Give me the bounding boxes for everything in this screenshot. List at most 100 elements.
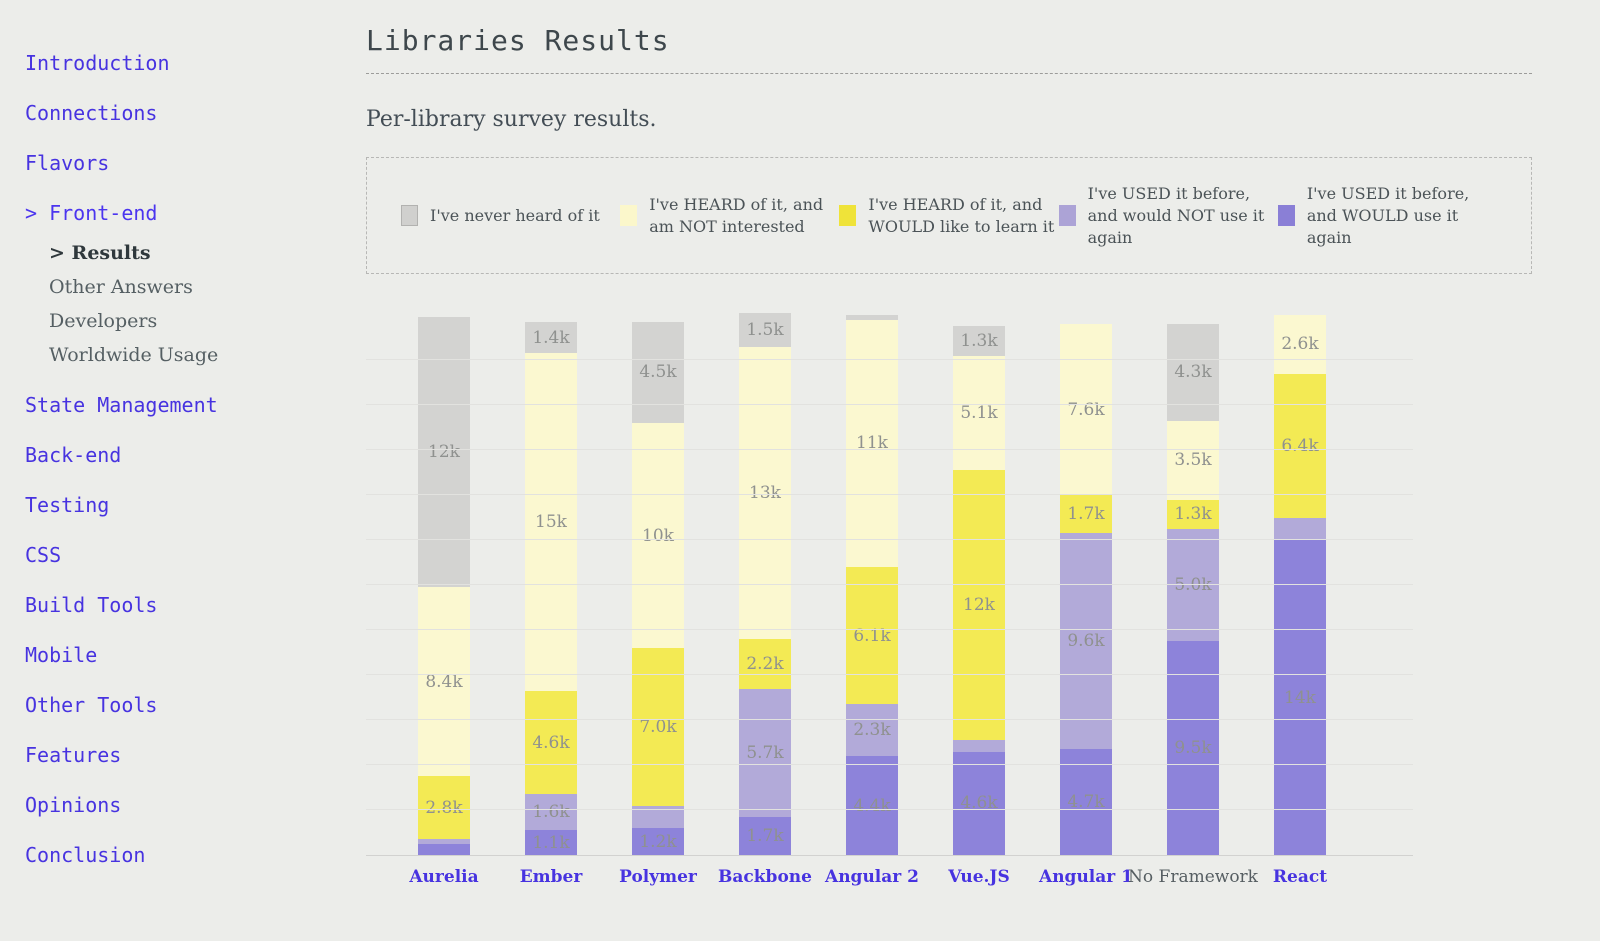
segment-value-label: 6.1k — [853, 625, 891, 646]
bar-segment — [953, 740, 1005, 752]
bar-segment: 12k — [418, 317, 470, 588]
sidebar-item-mobile[interactable]: Mobile — [25, 643, 98, 667]
bar-segment: 8.4k — [418, 587, 470, 777]
legend-label: I've never heard of it — [430, 205, 600, 225]
sidebar-item-connections[interactable]: Connections — [25, 101, 158, 125]
bar-segment: 11k — [846, 319, 898, 567]
sidebar-item-front-end[interactable]: > Front-end — [25, 201, 158, 225]
gridline — [366, 539, 1413, 540]
sidebar-item-features[interactable]: Features — [25, 743, 122, 767]
bar-segment: 1.5k — [739, 312, 791, 347]
gridline — [366, 764, 1413, 765]
bar-segment: 1.2k — [632, 828, 684, 855]
sidebar-subitem-other-answers[interactable]: Other Answers — [49, 276, 193, 298]
x-axis-label-angular-1[interactable]: Angular 1 — [1039, 867, 1133, 887]
bar-segment: 5.0k — [1167, 528, 1219, 642]
legend-swatch-icon — [839, 205, 857, 226]
bar-backbone: 1.7k 5.7k 2.2k 13k 1.5k — [739, 312, 791, 855]
sidebar-item-build-tools[interactable]: Build Tools — [25, 593, 158, 617]
gridline — [366, 494, 1413, 495]
bar-segment: 9.6k — [1060, 533, 1112, 750]
segment-value-label: 2.6k — [1281, 334, 1319, 355]
bar-segment: 5.7k — [739, 688, 791, 817]
bar-segment: 2.6k — [1274, 315, 1326, 374]
segment-value-label: 4.7k — [1067, 792, 1105, 813]
segment-value-label: 4.4k — [853, 795, 891, 816]
sidebar-subitem-results[interactable]: > Results — [49, 242, 151, 264]
bar-segment: 14k — [1274, 540, 1326, 855]
segment-value-label: 15k — [535, 512, 567, 532]
segment-value-label: 2.8k — [425, 797, 463, 818]
legend-item-i-ve-heard-of-it-and-would-lik: I've HEARD of it, and WOULD like to lear… — [839, 194, 1058, 238]
bar-segment: 13k — [739, 346, 791, 639]
sidebar-item-testing[interactable]: Testing — [25, 493, 110, 517]
x-axis-label-polymer[interactable]: Polymer — [619, 867, 697, 887]
legend-label: I've USED it before, and WOULD use it ag… — [1306, 183, 1470, 247]
x-axis-label-backbone[interactable]: Backbone — [718, 867, 812, 887]
legend-label: I've HEARD of it, and am NOT interested — [649, 194, 824, 236]
gridline — [366, 629, 1413, 630]
sidebar-item-css[interactable]: CSS — [25, 543, 62, 567]
sidebar-item-back-end[interactable]: Back-end — [25, 443, 122, 467]
sidebar-item-flavors[interactable]: Flavors — [25, 151, 110, 175]
x-axis-label-no-framework: No Framework — [1128, 867, 1258, 887]
legend-item-i-ve-never-heard-of-it: I've never heard of it — [401, 205, 620, 227]
x-axis-label-vue-js[interactable]: Vue.JS — [948, 867, 1010, 887]
sidebar-item-other-tools[interactable]: Other Tools — [25, 693, 158, 717]
legend-item-i-ve-used-it-before-and-would-: I've USED it before, and would NOT use i… — [1058, 183, 1278, 249]
segment-value-label: 2.3k — [853, 720, 891, 741]
bar-segment: 4.3k — [1167, 324, 1219, 421]
segment-value-label: 5.1k — [960, 402, 998, 423]
segment-value-label: 5.7k — [746, 742, 784, 763]
gridline — [366, 404, 1413, 405]
bar-segment: 4.6k — [525, 690, 577, 795]
segment-value-label: 11k — [856, 433, 888, 454]
sidebar-item-opinions[interactable]: Opinions — [25, 793, 122, 817]
x-axis-label-aurelia[interactable]: Aurelia — [409, 867, 479, 887]
bar-segment: 5.1k — [953, 355, 1005, 471]
bar-segment: 4.5k — [632, 321, 684, 423]
segment-value-label: 10k — [642, 525, 674, 546]
x-axis-label-angular-2[interactable]: Angular 2 — [825, 867, 919, 887]
sidebar-item-introduction[interactable]: Introduction — [25, 51, 170, 75]
bar-segment: 15k — [525, 353, 577, 691]
bar-segment: 1.7k — [739, 816, 791, 855]
main-content: Libraries Results Per-library survey res… — [366, 0, 1532, 896]
x-axis-label-ember[interactable]: Ember — [519, 867, 583, 887]
legend-swatch-icon — [401, 205, 418, 226]
bar-segment: 1.7k — [1060, 495, 1112, 534]
x-axis-label-react[interactable]: React — [1272, 867, 1328, 887]
segment-value-label: 1.7k — [1067, 504, 1105, 525]
segment-value-label: 1.2k — [639, 831, 677, 852]
legend-label: I've HEARD of it, and WOULD like to lear… — [868, 194, 1055, 236]
sidebar-subitem-developers[interactable]: Developers — [49, 310, 158, 332]
bar-angular-1: 4.7k 9.6k 1.7k 7.6k — [1060, 324, 1112, 855]
segment-value-label: 2.2k — [746, 653, 784, 674]
bar-segment: 7.0k — [632, 648, 684, 806]
sidebar-subitem-worldwide-usage[interactable]: Worldwide Usage — [49, 344, 219, 366]
x-axis-labels: Aurelia Ember Polymer Backbone Angular 2 Vue.… — [409, 867, 1328, 893]
segment-value-label: 3.5k — [1174, 450, 1212, 471]
segment-value-label: 9.6k — [1067, 631, 1105, 652]
sidebar-item-conclusion[interactable]: Conclusion — [25, 843, 146, 867]
segment-value-label: 1.3k — [1174, 504, 1212, 525]
legend-swatch-icon — [1058, 205, 1076, 226]
chart-bars: 2.8k 8.4k 12k 1.1k 1.6k 4.6k 15k 1.4k 1.2k 7.0k 10… — [418, 312, 1326, 855]
libraries-stacked-bar-chart: 2.8k 8.4k 12k 1.1k 1.6k 4.6k 15k 1.4k 1.2k 7.0k 10… — [366, 291, 1413, 896]
segment-value-label: 6.4k — [1281, 435, 1319, 456]
segment-value-label: 4.6k — [532, 732, 570, 753]
legend-swatch-icon — [620, 205, 638, 226]
sidebar-item-state-management[interactable]: State Management — [25, 393, 218, 417]
gridline — [366, 719, 1413, 720]
bar-segment — [632, 805, 684, 828]
x-axis-line — [366, 855, 1413, 856]
bar-segment — [1274, 517, 1326, 540]
bar-segment: 2.3k — [846, 704, 898, 756]
gridline — [366, 449, 1413, 450]
segment-value-label: 5.0k — [1174, 575, 1212, 595]
page-header: Libraries Results — [366, 0, 1532, 74]
gridline — [366, 584, 1413, 585]
segment-value-label: 1.7k — [746, 825, 784, 846]
sidebar-subnav: > Results Other Answers Developers Worldwid… — [49, 236, 360, 372]
segment-value-label: 1.5k — [746, 319, 784, 340]
